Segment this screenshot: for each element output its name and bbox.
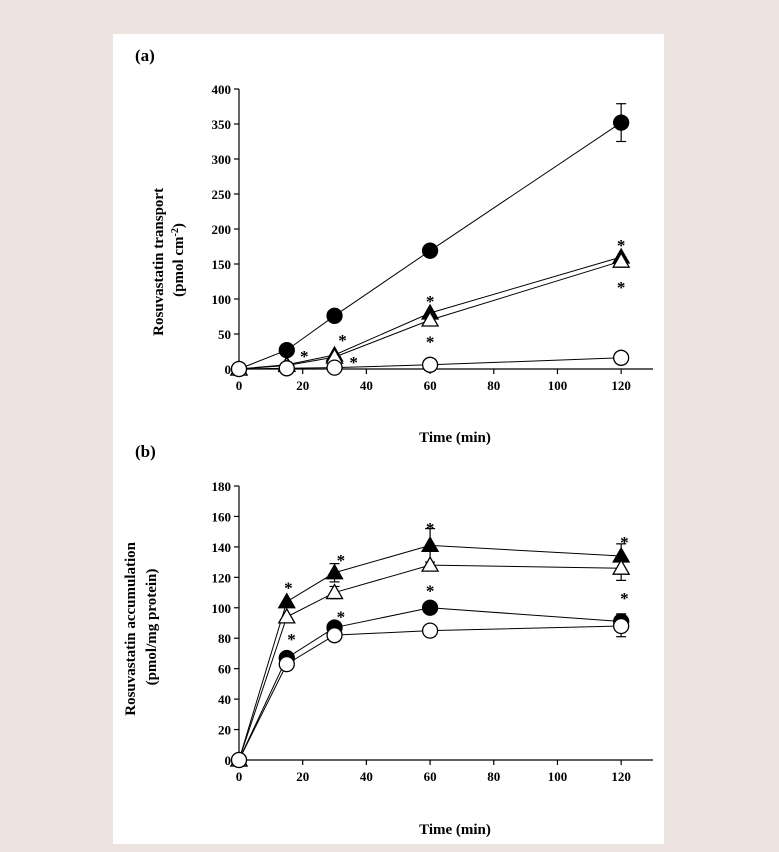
chart-b-ylabel-line2: (pmol/mg protein) [144, 569, 160, 686]
chart-b-x-tick-label: 0 [236, 769, 243, 784]
chart-a-significance-marker: * [300, 347, 309, 366]
chart-b-y-tick-label: 80 [218, 631, 231, 646]
chart-a-significance-marker: * [426, 292, 435, 311]
chart-a-x-tick-label: 20 [296, 378, 309, 393]
chart-b-significance-marker: * [620, 533, 629, 552]
chart-a-panel-label: (a) [135, 46, 155, 65]
chart-b: (b) Rosuvastatin accumulation (pmol/mg p… [123, 442, 653, 838]
chart-b-point-open-circle [230, 751, 248, 769]
chart-a-point-filled-circle [421, 242, 439, 259]
chart-b-significance-marker: * [284, 578, 293, 597]
chart-b-significance-marker: * [426, 519, 435, 538]
chart-a-point-open-circle [278, 360, 295, 377]
chart-a-point-open-triangle [420, 310, 440, 327]
chart-b-ylabel-line1: Rosuvastatin accumulation [123, 541, 139, 715]
chart-a-point-open-circle [613, 349, 630, 366]
chart-a-ylabel-line1: Rosuvastatin transport [151, 188, 167, 336]
chart-b-significance-marker: * [287, 630, 296, 649]
figure-svg: (a) Rosuvastatin transport (pmol cm-2) T… [123, 46, 653, 838]
chart-a-significance-marker: * [617, 278, 626, 297]
chart-a-y-tick-label: 400 [212, 82, 232, 97]
chart-b-x-tick-label: 60 [424, 769, 437, 784]
chart-a-y-tick-label: 350 [212, 117, 232, 132]
chart-a-point-filled-circle [613, 114, 630, 131]
chart-b-point-open-circle [613, 617, 630, 635]
chart-b-point-open-circle [326, 627, 343, 644]
chart-b-y-tick-label: 60 [218, 662, 231, 677]
chart-b-x-tick-label: 80 [487, 769, 500, 784]
chart-a-significance-marker: * [426, 333, 435, 352]
chart-a-ylabel: Rosuvastatin transport (pmol cm-2) [151, 184, 187, 336]
chart-b-x-tick-label: 100 [548, 769, 568, 784]
chart-a-y-tick-label: 0 [225, 362, 232, 377]
chart-a-y-tick-label: 300 [212, 152, 232, 167]
chart-b-y-tick-label: 180 [212, 479, 232, 494]
chart-b-ylabel: Rosuvastatin accumulation (pmol/mg prote… [123, 538, 160, 716]
chart-a-point-filled-circle [278, 341, 295, 359]
chart-b-significance-marker: * [426, 581, 435, 600]
chart-a-significance-marker: * [338, 331, 347, 350]
chart-a: (a) Rosuvastatin transport (pmol cm-2) T… [135, 46, 653, 446]
chart-b-plot: 0 20 40 60 80 100 120 140 160 180 0 20 40 60 80 100 120 *… [212, 479, 653, 784]
chart-b-point-open-triangle [325, 583, 344, 600]
chart-a-point-open-circle [326, 359, 343, 376]
chart-b-y-tick-label: 0 [225, 753, 232, 768]
chart-b-y-tick-label: 160 [212, 509, 232, 524]
chart-a-point-open-triangle [612, 251, 631, 268]
chart-b-y-tick-label: 20 [218, 723, 231, 738]
chart-b-point-filled-triangle [325, 563, 344, 580]
chart-b-significance-marker: * [337, 551, 346, 570]
chart-b-point-open-triangle [612, 558, 631, 575]
chart-a-plot: 0 50 100 150 200 250 300 350 400 0 20 40 60 80 100 120 *… [212, 82, 653, 393]
chart-a-y-tick-label: 150 [212, 257, 232, 272]
chart-a-y-tick-label: 200 [212, 222, 232, 237]
chart-b-point-filled-triangle [420, 536, 440, 553]
chart-a-x-tick-label: 80 [487, 378, 500, 393]
chart-b-y-tick-label: 100 [212, 601, 232, 616]
chart-b-x-tick-label: 120 [611, 769, 631, 784]
chart-b-point-open-triangle [277, 607, 296, 624]
chart-b-point-open-circle [278, 655, 295, 673]
chart-a-point-open-circle [421, 356, 439, 373]
chart-a-x-tick-label: 100 [548, 378, 568, 393]
chart-b-point-open-triangle [420, 555, 440, 572]
chart-a-ylabel-line2: (pmol cm-2) [170, 223, 187, 297]
chart-b-series-line [238, 625, 622, 761]
chart-b-point-filled-circle [421, 599, 439, 616]
chart-b-x-tick-label: 40 [360, 769, 373, 784]
chart-a-x-tick-label: 40 [360, 378, 373, 393]
chart-a-y-tick-label: 50 [218, 327, 231, 342]
chart-a-y-tick-label: 250 [212, 187, 232, 202]
chart-b-y-tick-label: 120 [212, 570, 232, 585]
chart-b-panel-label: (b) [135, 442, 156, 461]
chart-a-xlabel: Time (min) [419, 430, 491, 446]
chart-b-xlabel: Time (min) [419, 822, 491, 838]
figure-panel: (a) Rosuvastatin transport (pmol cm-2) T… [113, 34, 664, 844]
chart-b-significance-marker: * [337, 607, 346, 626]
chart-b-significance-marker: * [620, 589, 629, 608]
chart-a-x-tick-label: 0 [236, 378, 243, 393]
chart-a-significance-marker: * [349, 353, 358, 372]
chart-b-y-tick-label: 40 [218, 692, 231, 707]
chart-b-point-open-circle [421, 622, 439, 639]
chart-a-point-filled-circle [326, 307, 343, 324]
chart-a-x-tick-label: 60 [424, 378, 437, 393]
chart-b-y-tick-label: 140 [212, 540, 232, 555]
chart-a-point-open-circle [230, 360, 248, 378]
chart-b-series-line [238, 544, 622, 761]
chart-a-significance-marker: * [617, 236, 626, 255]
chart-b-x-tick-label: 20 [296, 769, 309, 784]
chart-a-y-tick-label: 100 [212, 292, 232, 307]
chart-a-x-tick-label: 120 [611, 378, 631, 393]
